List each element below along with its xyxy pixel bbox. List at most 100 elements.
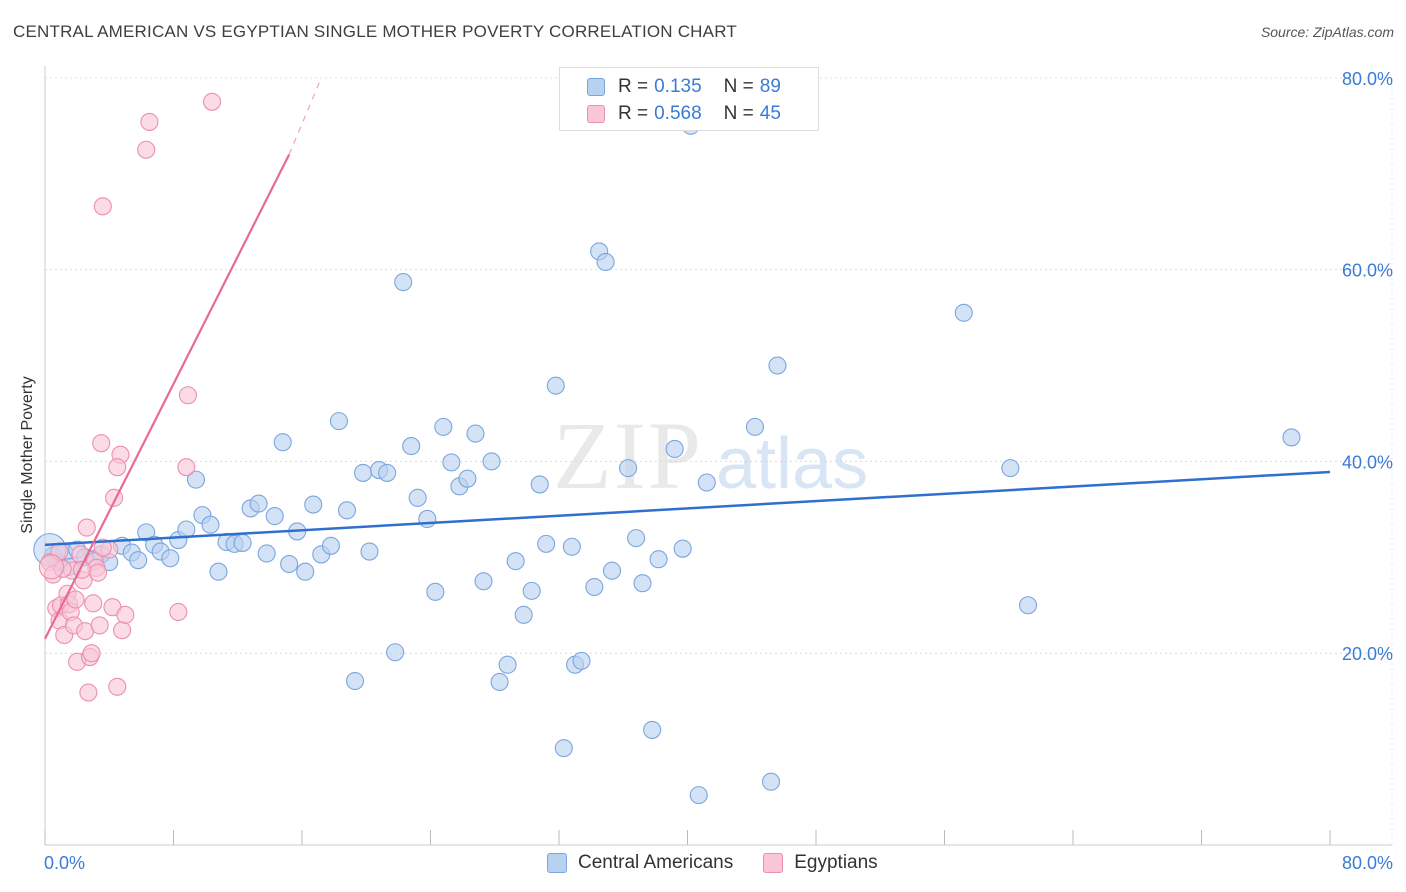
series-egyptians [38,92,222,702]
legend-row-central-americans: R = 0.135 N = 89 [587,74,781,100]
point-central-americans [665,439,684,458]
point-central-americans [506,552,525,571]
point-central-americans [643,720,662,739]
x-tick-label-max: 80.0% [1342,853,1393,873]
point-egyptians [92,434,111,453]
x-tick-labels: 0.0% 80.0% [44,853,1393,873]
n-value-central-americans: 89 [759,76,781,97]
point-central-americans [426,582,445,601]
point-central-americans [689,786,708,805]
point-central-americans [572,651,591,670]
source-label: Source: ZipAtlas.com [1260,24,1394,40]
trend-line-central-americans [44,470,1331,547]
trend-line-egyptians-extension [288,77,322,155]
r-label: R = [618,76,649,97]
point-egyptians [88,563,108,582]
y-tick-label-80: 80.0% [1342,69,1393,89]
point-central-americans [649,550,668,569]
point-central-americans [161,549,180,568]
point-egyptians [169,602,188,622]
point-central-americans [673,539,692,558]
legend-swatch-central-americans [547,853,567,873]
point-egyptians [108,677,127,696]
point-central-americans [418,509,437,528]
point-egyptians [113,621,132,640]
point-central-americans [768,356,787,375]
point-egyptians [178,386,198,405]
point-central-americans [596,252,615,271]
point-central-americans [408,488,427,507]
y-tick-label-20: 20.0% [1342,644,1393,664]
legend-item-egyptians[interactable]: Egyptians [763,852,878,874]
point-central-americans [1001,459,1020,478]
point-central-americans [386,643,405,662]
point-central-americans [257,544,276,563]
point-central-americans [761,772,781,791]
point-central-americans [498,655,517,674]
point-central-americans [249,494,268,513]
point-central-americans [1018,596,1038,615]
trend-lines [44,77,1331,640]
r-value-central-americans: 0.135 [654,76,702,97]
point-central-americans [554,739,573,758]
point-central-americans [585,577,604,597]
point-central-americans [233,533,252,552]
point-central-americans [265,507,284,526]
point-central-americans [474,572,493,591]
point-egyptians [137,140,156,159]
point-central-americans [402,437,421,456]
point-central-americans [394,273,413,292]
legend-swatch-egyptians [763,853,784,873]
point-central-americans [304,495,323,514]
point-central-americans [209,562,228,581]
legend-item-central-americans[interactable]: Central Americans [547,852,733,874]
point-egyptians [93,538,112,557]
legend-label-central-americans: Central Americans [578,852,734,873]
point-central-americans [619,459,638,478]
point-central-americans [337,501,357,520]
chart-title: CENTRAL AMERICAN VS EGYPTIAN SINGLE MOTH… [13,22,737,41]
point-central-americans [321,536,340,555]
point-central-americans [522,581,541,600]
point-central-americans [546,376,565,395]
point-egyptians [108,458,127,477]
point-central-americans [353,463,373,482]
point-central-americans [458,469,477,488]
point-central-americans [627,529,646,548]
legend-swatch-egyptians [587,105,605,123]
point-central-americans [442,453,461,472]
point-central-americans [434,417,453,436]
point-central-americans [360,542,379,561]
point-central-americans [514,605,533,624]
x-tick-label-min: 0.0% [44,853,85,873]
point-egyptians [38,554,64,580]
point-central-americans [273,433,292,452]
trend-line-egyptians [44,154,291,640]
point-central-americans [329,412,348,431]
point-central-americans [186,470,206,489]
point-central-americans [378,463,397,482]
point-central-americans [345,671,365,691]
point-central-americans [1282,428,1301,447]
point-egyptians [177,458,196,477]
point-central-americans [490,672,509,692]
point-central-americans [280,554,299,574]
point-egyptians [77,518,96,537]
point-central-americans [633,574,652,593]
n-value-egyptians: 45 [759,103,781,124]
n-label: N = [723,103,754,124]
legend-label-egyptians: Egyptians [794,852,878,873]
point-egyptians [116,605,135,624]
point-central-americans [129,551,148,570]
point-central-americans [537,534,556,553]
point-central-americans [954,303,973,322]
y-tick-label-60: 60.0% [1342,261,1393,281]
point-central-americans [296,562,315,581]
series-legend: Central Americans Egyptians [547,852,908,874]
correlation-legend: R = 0.135 N = 89 R = 0.568 N = 45 [559,67,819,131]
watermark-atlas: atlas [716,424,868,504]
watermark: ZIP atlas [553,402,868,509]
y-tick-labels: 20.0% 40.0% 60.0% 80.0% [1342,69,1393,664]
n-label: N = [723,76,754,97]
